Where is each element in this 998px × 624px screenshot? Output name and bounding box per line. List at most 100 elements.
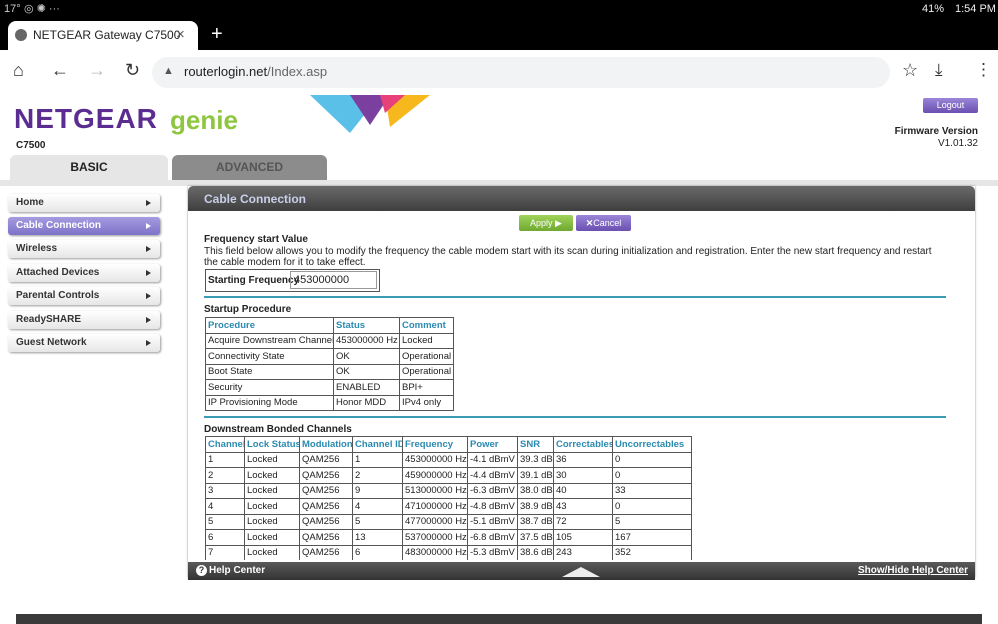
table-cell: 9 bbox=[352, 482, 403, 499]
table-cell: QAM256 bbox=[299, 513, 353, 530]
section-heading: Startup Procedure bbox=[204, 304, 292, 315]
column-header: Channel ID bbox=[352, 436, 403, 453]
url-bar[interactable] bbox=[152, 57, 890, 88]
table-cell: 4 bbox=[352, 498, 403, 515]
forward-button[interactable]: → bbox=[88, 60, 106, 80]
frequency-label: Starting Frequency bbox=[208, 275, 300, 286]
status-bar bbox=[0, 0, 998, 18]
table-cell: 0 bbox=[612, 467, 692, 484]
table-cell: IPv4 only bbox=[399, 394, 454, 411]
table-cell: Boot State bbox=[205, 363, 334, 380]
panel-title-bar bbox=[188, 186, 975, 211]
download-button[interactable]: ⤓ bbox=[935, 60, 943, 79]
table-cell: 471000000 Hz bbox=[402, 498, 468, 515]
tab-title: NETGEAR Gateway C7500 bbox=[33, 28, 181, 42]
table-cell: 72 bbox=[553, 513, 613, 530]
new-tab[interactable]: + bbox=[211, 23, 223, 45]
table-cell: 0 bbox=[612, 451, 692, 468]
section-rule bbox=[204, 416, 946, 418]
downstream-scroll[interactable]: Channel Lock Status Modulation Channel ID Fr… bbox=[190, 436, 970, 560]
menu-item[interactable]: Cable Connection bbox=[8, 217, 160, 235]
section-heading: Downstream Bonded Channels bbox=[204, 424, 352, 435]
table-row: Security ENABLED BPI+ bbox=[205, 379, 454, 396]
time: 1:54 PM bbox=[955, 3, 996, 15]
table-row: 7 Locked QAM256 6 483000000 Hz -5.3 dBmV 38.6 … bbox=[205, 544, 692, 560]
logo-shape bbox=[350, 95, 390, 125]
url-host: routerlogin.net bbox=[184, 64, 268, 79]
apply-button[interactable]: Apply ▶ bbox=[519, 215, 573, 231]
table-cell: Locked bbox=[244, 467, 300, 484]
table-cell: -6.8 dBmV bbox=[467, 529, 518, 546]
column-header: Correctables bbox=[553, 436, 613, 453]
table-row: 6 Locked QAM256 13 537000000 Hz -6.8 dBmV 37.5… bbox=[205, 529, 692, 546]
menu-item[interactable]: ReadySHARE bbox=[8, 311, 160, 329]
table-cell: 352 bbox=[612, 544, 692, 560]
table-cell: Locked bbox=[244, 544, 300, 560]
table-cell: BPI+ bbox=[399, 379, 454, 396]
table-cell: -4.4 dBmV bbox=[467, 467, 518, 484]
table-cell: QAM256 bbox=[299, 467, 353, 484]
help-center[interactable]: Help Center bbox=[209, 565, 266, 576]
table-cell: 483000000 Hz bbox=[402, 544, 468, 560]
table-cell: -6.3 dBmV bbox=[467, 482, 518, 499]
secure-icon: ▲ bbox=[163, 65, 174, 77]
table-cell: Acquire Downstream Channel bbox=[205, 332, 334, 349]
table-cell: 459000000 Hz bbox=[402, 467, 468, 484]
column-header: Status bbox=[333, 317, 400, 334]
table-cell: 33 bbox=[612, 482, 692, 499]
help-icon: ? bbox=[196, 565, 207, 576]
table-cell: 7 bbox=[205, 544, 245, 560]
tab-close[interactable]: × bbox=[176, 26, 185, 43]
table-cell: 1 bbox=[205, 451, 245, 468]
table-row: 1 Locked QAM256 1 453000000 Hz -4.1 dBmV 39.3 … bbox=[205, 451, 692, 468]
help-toggle[interactable]: Show/Hide Help Center bbox=[857, 565, 968, 576]
table-cell: Locked bbox=[244, 451, 300, 468]
table-cell: 37.5 dB bbox=[517, 529, 554, 546]
table-cell: 513000000 Hz bbox=[402, 482, 468, 499]
reload-button[interactable]: ↻ bbox=[125, 60, 141, 80]
table-cell: 4 bbox=[205, 498, 245, 515]
table-cell: Operational bbox=[399, 348, 454, 365]
table-cell: -5.1 dBmV bbox=[467, 513, 518, 530]
table-cell: 5 bbox=[205, 513, 245, 530]
table-cell: QAM256 bbox=[299, 529, 353, 546]
table-cell: 39.1 dB bbox=[517, 467, 554, 484]
tab-advanced[interactable]: ADVANCED bbox=[172, 155, 327, 180]
menu-item[interactable]: Guest Network bbox=[8, 334, 160, 352]
table-cell: 5 bbox=[612, 513, 692, 530]
logo-brand: NETGEAR bbox=[14, 103, 158, 134]
cancel-button[interactable]: ✕Cancel bbox=[576, 215, 631, 231]
table-row: Connectivity State OK Operational bbox=[205, 348, 454, 365]
frequency-input[interactable]: 453000000 bbox=[290, 271, 377, 289]
menu-item[interactable]: Home bbox=[8, 194, 160, 212]
menu-button[interactable]: ⋮ bbox=[975, 60, 992, 79]
table-cell: -5.3 dBmV bbox=[467, 544, 518, 560]
panel-title: Cable Connection bbox=[204, 192, 307, 206]
model: C7500 bbox=[16, 140, 46, 151]
section-rule bbox=[204, 296, 946, 298]
cancel-label: Cancel bbox=[593, 218, 622, 228]
back-button[interactable]: ← bbox=[51, 60, 69, 80]
table-row: Boot State OK Operational bbox=[205, 363, 454, 380]
table-cell: 453000000 Hz bbox=[333, 332, 400, 349]
table-cell: 13 bbox=[352, 529, 403, 546]
table-cell: 537000000 Hz bbox=[402, 529, 468, 546]
column-header: Lock Status bbox=[244, 436, 300, 453]
home-button[interactable]: ⌂ bbox=[13, 60, 24, 80]
table-cell: 43 bbox=[553, 498, 613, 515]
table-cell: 6 bbox=[352, 544, 403, 560]
help-toggle-arrow[interactable] bbox=[562, 567, 600, 577]
tab-favicon bbox=[15, 29, 27, 41]
menu-item[interactable]: Attached Devices bbox=[8, 264, 160, 282]
menu-item[interactable]: Wireless bbox=[8, 240, 160, 258]
menu-item[interactable]: Parental Controls bbox=[8, 287, 160, 305]
browser-tab[interactable] bbox=[8, 21, 198, 50]
table-cell: 2 bbox=[352, 467, 403, 484]
table-cell: 2 bbox=[205, 467, 245, 484]
table-cell: Locked bbox=[399, 332, 454, 349]
table-cell: 453000000 Hz bbox=[402, 451, 468, 468]
logout-button[interactable]: Logout bbox=[923, 98, 978, 113]
data-table: Procedure Status Comment Acquire Downstream… bbox=[205, 317, 454, 411]
bookmark-button[interactable]: ☆ bbox=[902, 60, 919, 80]
tab-basic[interactable]: BASIC bbox=[10, 155, 168, 180]
